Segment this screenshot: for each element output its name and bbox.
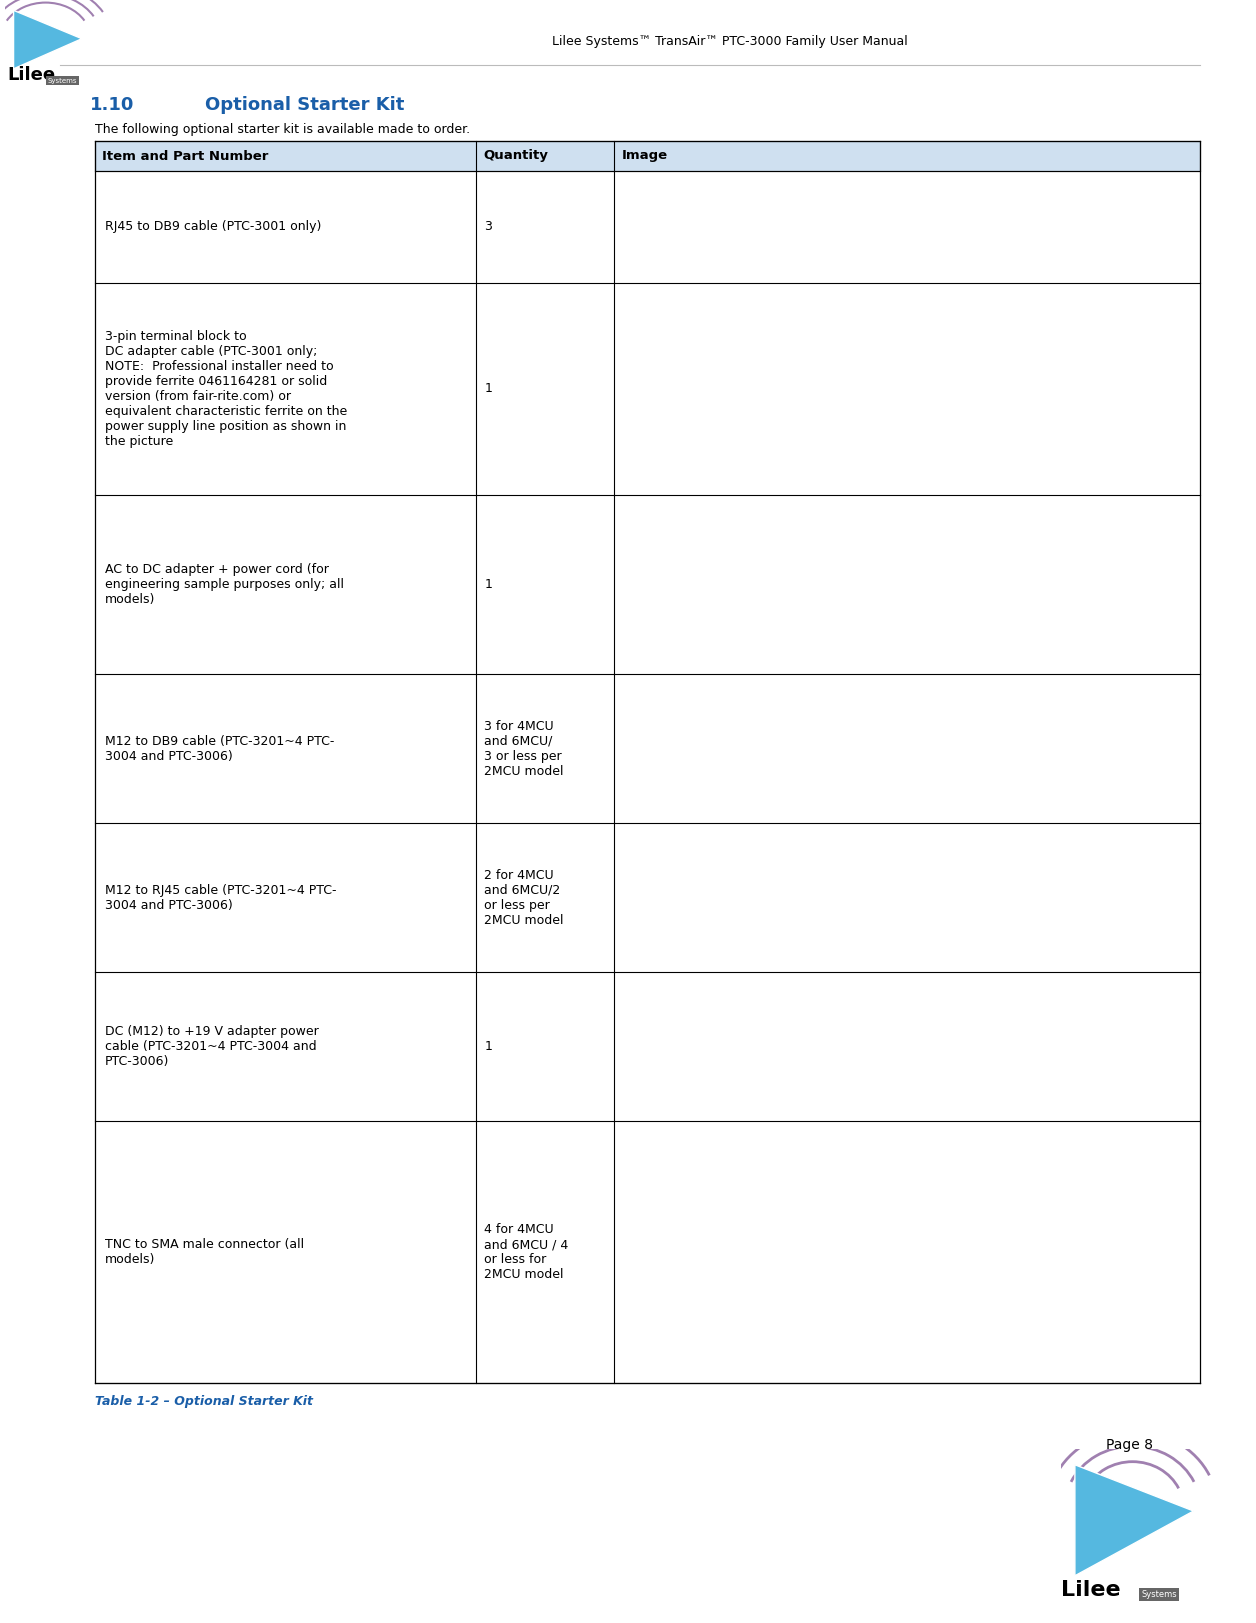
Text: Lilee: Lilee [8,67,55,84]
Text: Optional Starter Kit: Optional Starter Kit [205,96,404,114]
Text: Systems: Systems [48,78,77,83]
Bar [95,1121,1199,1383]
Bar [95,170,1199,282]
Bar [95,972,1199,1121]
Text: 3: 3 [485,221,492,234]
Text: 1: 1 [485,1040,492,1053]
Text: 2 for 4MCU
and 6MCU/2
or less per
2MCU model: 2 for 4MCU and 6MCU/2 or less per 2MCU m… [485,868,564,927]
Text: 3 for 4MCU
and 6MCU/
3 or less per
2MCU model: 3 for 4MCU and 6MCU/ 3 or less per 2MCU … [485,719,564,777]
Text: DC (M12) to +19 V adapter power
cable (PTC-3201~4 PTC-3004 and
PTC-3006): DC (M12) to +19 V adapter power cable (P… [106,1026,319,1068]
Text: RJ45 to DB9 cable (PTC-3001 only): RJ45 to DB9 cable (PTC-3001 only) [106,221,322,234]
Text: Page 8: Page 8 [1107,1438,1153,1453]
Text: M12 to DB9 cable (PTC-3201~4 PTC-
3004 and PTC-3006): M12 to DB9 cable (PTC-3201~4 PTC- 3004 a… [106,735,334,763]
Text: Table 1-2 – Optional Starter Kit: Table 1-2 – Optional Starter Kit [95,1396,313,1409]
Bar [95,141,1199,170]
Text: Lilee: Lilee [1061,1581,1120,1600]
Text: TNC to SMA male connector (all
models): TNC to SMA male connector (all models) [106,1238,304,1266]
Text: M12 to RJ45 cable (PTC-3201~4 PTC-
3004 and PTC-3006): M12 to RJ45 cable (PTC-3201~4 PTC- 3004 … [106,883,337,912]
Bar [95,823,1199,972]
Text: 1: 1 [485,381,492,394]
Polygon shape [14,10,82,68]
Bar [95,495,1199,674]
Text: Item and Part Number: Item and Part Number [102,149,269,162]
Bar [95,282,1199,495]
Text: Lilee Systems™ TransAir™ PTC-3000 Family User Manual: Lilee Systems™ TransAir™ PTC-3000 Family… [553,36,908,49]
Text: Image: Image [622,149,667,162]
Text: The following optional starter kit is available made to order.: The following optional starter kit is av… [95,123,470,136]
Text: 3-pin terminal block to
DC adapter cable (PTC-3001 only;
NOTE:  Professional ins: 3-pin terminal block to DC adapter cable… [106,329,347,448]
Text: Systems: Systems [1140,1591,1177,1599]
Text: AC to DC adapter + power cord (for
engineering sample purposes only; all
models): AC to DC adapter + power cord (for engin… [106,563,344,605]
Bar [95,674,1199,823]
Text: 4 for 4MCU
and 6MCU / 4
or less for
2MCU model: 4 for 4MCU and 6MCU / 4 or less for 2MCU… [485,1224,569,1281]
Polygon shape [1075,1464,1193,1576]
Text: Quantity: Quantity [484,149,548,162]
Text: 1.10: 1.10 [90,96,134,114]
Text: 1: 1 [485,578,492,591]
